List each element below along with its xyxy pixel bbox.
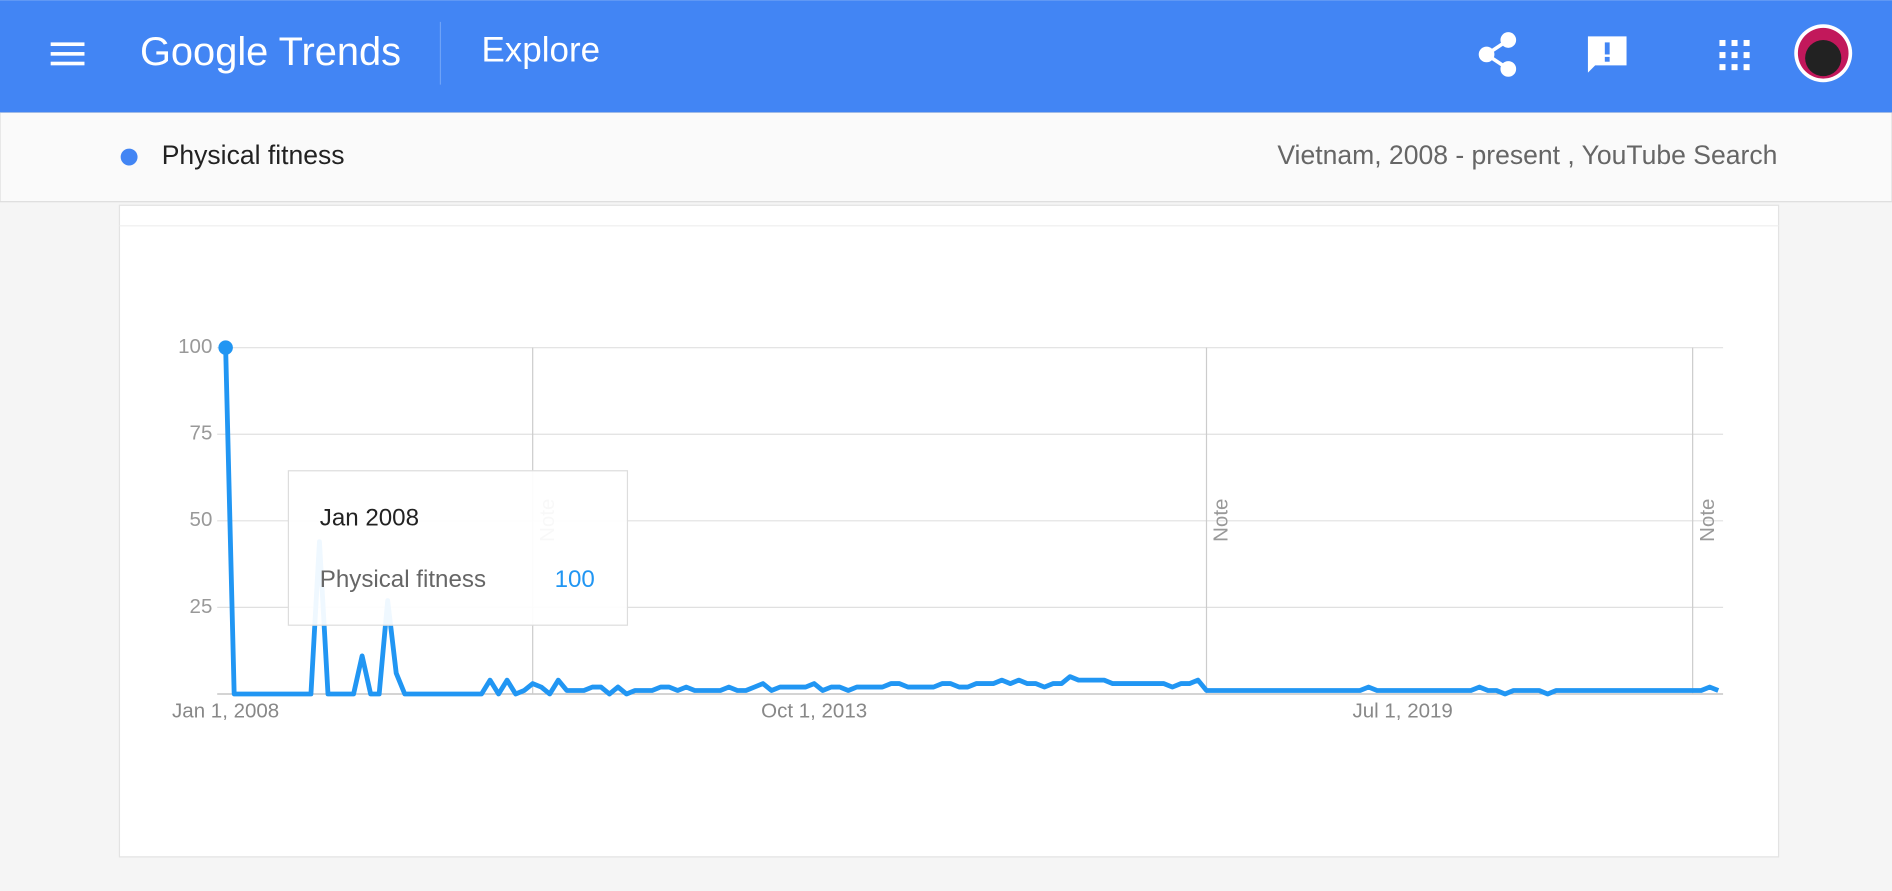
menu-icon[interactable] [50, 42, 85, 66]
logo[interactable]: Google Trends [140, 30, 401, 74]
legend-dot [120, 148, 138, 166]
x-tick-label: Jul 1, 2019 [1353, 700, 1453, 723]
x-tick-label: Jan 1, 2008 [172, 700, 279, 723]
filters[interactable]: Vietnam, 2008 - present , YouTube Search [1277, 140, 1777, 170]
tooltip [287, 470, 629, 626]
page-title: Explore [481, 30, 600, 69]
apps-icon[interactable] [1719, 39, 1750, 71]
y-tick-label: 50 [190, 508, 213, 531]
hover-point [218, 340, 233, 355]
feedback-icon[interactable] [1587, 36, 1627, 73]
series-line [223, 347, 1720, 697]
subheader [0, 111, 1892, 203]
share-icon[interactable] [1478, 32, 1517, 77]
x-tick-label: Oct 1, 2013 [761, 700, 867, 723]
header [0, 0, 1892, 113]
y-tick-label: 25 [190, 595, 213, 618]
avatar-face [1805, 39, 1842, 77]
tooltip-series: Physical fitness [320, 566, 486, 593]
note-label: Note [1696, 499, 1719, 542]
note-label: Note [1210, 499, 1233, 542]
plot: 25 50 75 100 Jan 1, 2008 Oct 1, 2013 Jul 1, 20… [172, 335, 1724, 723]
y-tick-label: 100 [178, 335, 212, 358]
tooltip-value: 100 [555, 566, 595, 593]
y-tick-label: 75 [190, 422, 213, 445]
legend-label: Physical fitness [162, 140, 345, 170]
tooltip-title: Jan 2008 [320, 504, 419, 531]
